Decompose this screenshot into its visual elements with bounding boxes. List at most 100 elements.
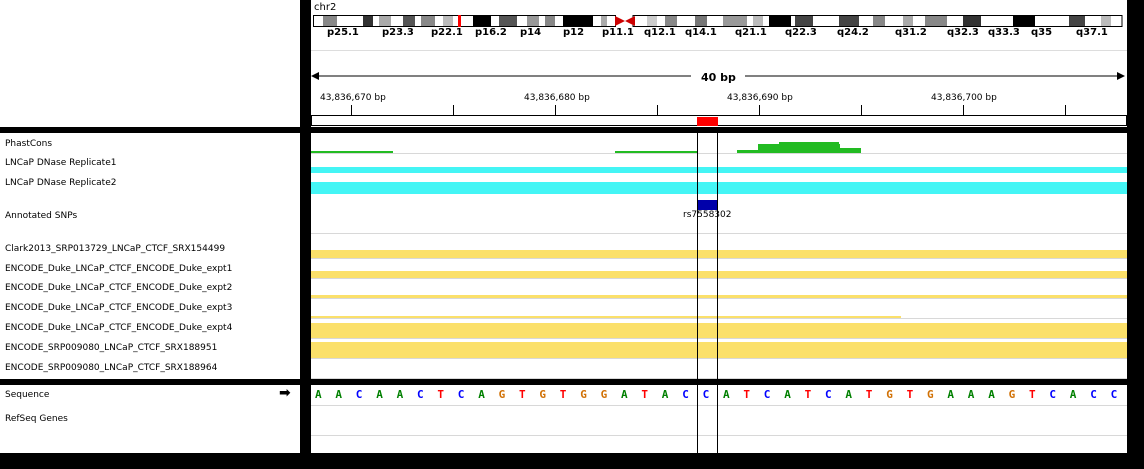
chip-signal-duke-expt2	[311, 295, 1127, 298]
region-of-interest-marker[interactable]	[697, 117, 718, 126]
sequence-base: A	[335, 388, 343, 401]
sequence-base: C	[1110, 388, 1118, 401]
sequence-base: A	[376, 388, 383, 401]
track-name-annotated-snps[interactable]: Annotated SNPs	[5, 211, 78, 221]
chip-signal-duke-expt3	[311, 316, 901, 318]
feature-track-names-panel: Sequence ➡ RefSeq Genes	[0, 385, 300, 453]
center-guide-line	[697, 385, 698, 453]
phastcons-bar	[758, 144, 840, 153]
track-name-duke-expt1[interactable]: ENCODE_Duke_LNCaP_CTCF_ENCODE_Duke_expt1	[5, 264, 233, 274]
chromosome-name: chr2	[314, 2, 337, 13]
track-name-duke-expt4[interactable]: ENCODE_Duke_LNCaP_CTCF_ENCODE_Duke_expt4	[5, 323, 233, 333]
sequence-base: G	[580, 388, 587, 401]
snp-label: rs7558302	[683, 210, 732, 220]
track-divider	[311, 338, 1127, 339]
track-name-phastcons[interactable]: PhastCons	[5, 139, 53, 149]
sequence-base: A	[784, 388, 791, 401]
sequence-base: C	[1049, 388, 1057, 401]
sequence-base: A	[723, 388, 730, 401]
sequence-base: A	[967, 388, 975, 401]
name-header-panel	[0, 0, 300, 127]
track-name-dnase-rep2[interactable]: LNCaP DNase Replicate2	[5, 178, 117, 188]
band-label: q37.1	[1076, 27, 1108, 38]
phastcons-bar	[737, 150, 759, 153]
sequence-base: C	[417, 388, 424, 401]
sequence-base: G	[886, 388, 893, 401]
band-label: q12.1	[644, 27, 676, 38]
track-divider	[311, 153, 1127, 154]
sequence-base: G	[1008, 388, 1016, 401]
track-name-duke-expt3[interactable]: ENCODE_Duke_LNCaP_CTCF_ENCODE_Duke_expt3	[5, 303, 233, 313]
strand-arrow-icon[interactable]: ➡	[279, 385, 291, 401]
track-divider	[311, 318, 1127, 319]
sequence-base: G	[539, 388, 547, 401]
track-divider	[311, 405, 1127, 406]
sequence-base: T	[519, 388, 526, 401]
ruler-tick	[351, 105, 352, 115]
sequence-base: G	[600, 388, 608, 401]
span-label: 40 bp	[701, 71, 736, 84]
sequence-base: A	[621, 388, 628, 401]
sequence-base: A	[478, 388, 485, 401]
track-name-clark2013[interactable]: Clark2013_SRP013729_LNCaP_CTCF_SRX154499	[5, 244, 226, 254]
sequence-base: A	[661, 388, 669, 401]
ruler-tick	[657, 105, 658, 115]
track-name-srx188964[interactable]: ENCODE_SRP009080_LNCaP_CTCF_SRX188964	[5, 363, 218, 373]
ruler-tick	[759, 105, 760, 115]
ruler-tick-label: 43,836,690 bp	[727, 93, 793, 103]
data-track-names-panel: PhastCons LNCaP DNase Replicate1 LNCaP D…	[0, 133, 300, 379]
ruler-tick	[555, 105, 556, 115]
snp-feature[interactable]	[697, 200, 717, 210]
chromosome-ideogram[interactable]	[313, 15, 1123, 27]
track-divider	[311, 258, 1127, 259]
band-label: p12	[563, 27, 585, 38]
track-name-refseq-genes[interactable]: RefSeq Genes	[5, 414, 68, 424]
center-guide-line	[697, 133, 698, 379]
track-divider	[311, 233, 1127, 234]
dnase-rep1-signal	[311, 167, 1127, 173]
track-divider	[311, 298, 1127, 299]
sequence-base: A	[947, 388, 955, 401]
span-arrow-svg	[311, 72, 1125, 80]
data-tracks-panel[interactable]: rs7558302	[311, 133, 1127, 379]
track-name-duke-expt2[interactable]: ENCODE_Duke_LNCaP_CTCF_ENCODE_Duke_expt2	[5, 283, 233, 293]
sequence-base: C	[355, 388, 363, 401]
sequence-base: C	[825, 388, 832, 401]
band-label: q32.3	[947, 27, 979, 38]
ruler-tick	[963, 105, 964, 115]
phastcons-bar	[779, 142, 839, 144]
track-divider	[311, 278, 1127, 279]
sequence-base: C	[682, 388, 689, 401]
track-name-sequence[interactable]: Sequence	[5, 390, 50, 400]
ruler-tick	[453, 105, 454, 115]
sequence-base: T	[1029, 388, 1036, 401]
ruler-bottom-box	[311, 116, 1127, 126]
sequence-base: G	[498, 388, 506, 401]
track-divider	[311, 378, 1127, 379]
track-divider	[311, 358, 1127, 359]
sequence-base: A	[315, 388, 322, 401]
sequence-base: T	[559, 388, 567, 401]
ruler-tick	[861, 105, 862, 115]
track-name-dnase-rep1[interactable]: LNCaP DNase Replicate1	[5, 158, 117, 168]
sequence-base: T	[641, 388, 649, 401]
sequence-base: G	[927, 388, 934, 401]
band-label: q35	[1031, 27, 1053, 38]
sequence-base: C	[763, 388, 771, 401]
band-label: q31.2	[895, 27, 927, 38]
band-label: q33.3	[988, 27, 1020, 38]
ruler-baseline	[311, 115, 1127, 116]
chip-signal-duke-expt1	[311, 271, 1127, 278]
band-label: p11.1	[602, 27, 634, 38]
track-name-srx188951[interactable]: ENCODE_SRP009080_LNCaP_CTCF_SRX188951	[5, 343, 218, 353]
band-label: p16.2	[475, 27, 507, 38]
sequence-base: T	[804, 388, 812, 401]
ideogram-svg	[313, 15, 1123, 27]
phastcons-bar	[615, 151, 697, 153]
track-divider	[311, 435, 1127, 436]
center-guide-line	[717, 385, 718, 453]
ruler-tick-label: 43,836,680 bp	[524, 93, 590, 103]
center-guide-line	[717, 133, 718, 379]
